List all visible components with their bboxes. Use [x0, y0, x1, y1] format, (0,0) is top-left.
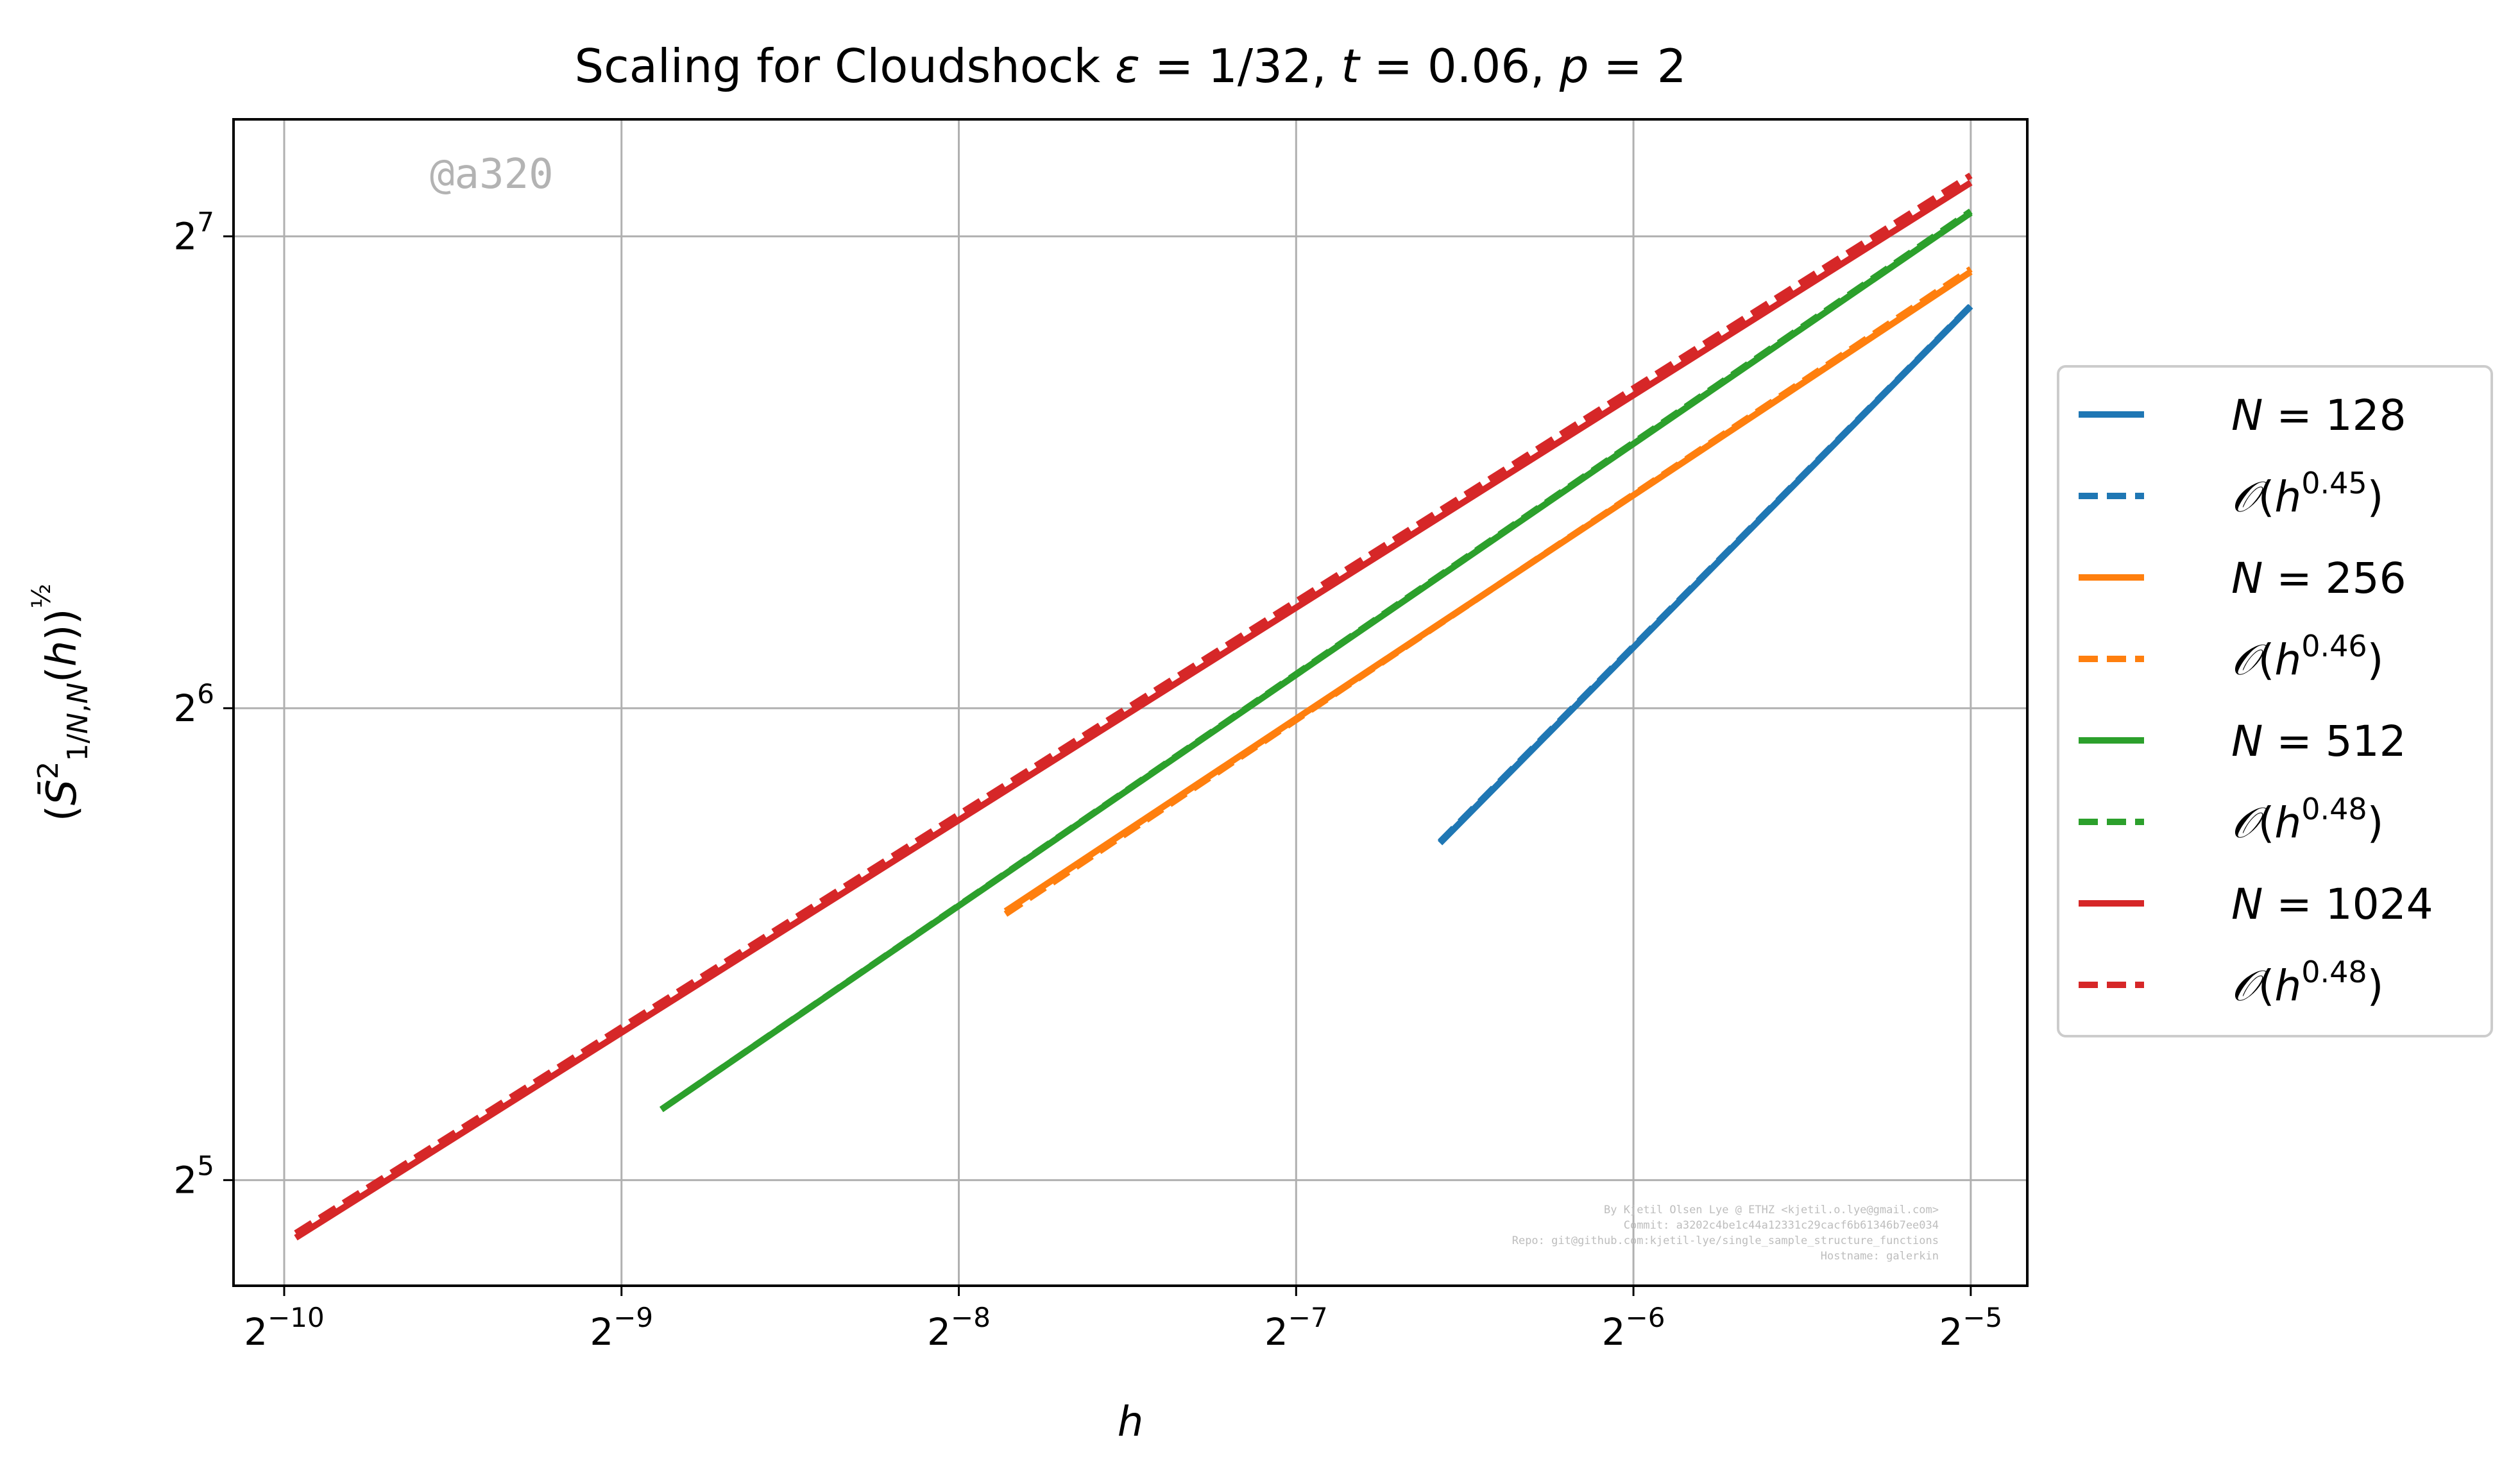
- ticks: 2−10 2−9 2−8 2−7 2−6 2−5 25 26 27: [173, 206, 2002, 1354]
- legend-label: 𝒪(h0.45): [2231, 466, 2383, 522]
- chart-title: Scaling for Cloudshock ε = 1/32, t = 0.0…: [574, 39, 1686, 93]
- x-tick-label: 2−5: [1939, 1302, 2002, 1354]
- credit-commit: Commit: a3202c4be1c44a12331c29cacf6b6134…: [1624, 1219, 1939, 1232]
- legend-label: N = 512: [2231, 717, 2406, 766]
- legend-label: N = 1024: [2231, 880, 2433, 929]
- x-tick-label: 2−10: [244, 1302, 325, 1354]
- series-line-n-6: [294, 180, 1973, 1241]
- legend-box: [2057, 365, 2493, 1037]
- series-line-fit-7: [294, 173, 1973, 1236]
- credits: By Kjetil Olsen Lye @ ETHZ <kjetil.o.lye…: [1512, 1204, 1939, 1263]
- plot-area: 2−10 2−9 2−8 2−7 2−6 2−5 25 26 27: [173, 118, 2029, 1354]
- legend-label: 𝒪(h0.48): [2231, 955, 2383, 1011]
- credit-hostname: Hostname: galerkin: [1821, 1250, 1939, 1263]
- y-tick-label: 26: [173, 678, 214, 730]
- x-tick-label: 2−7: [1264, 1302, 1328, 1354]
- x-axis-label: h: [1118, 1399, 1144, 1446]
- series-line-fit-3: [1003, 266, 1973, 917]
- y-tick-label: 25: [173, 1150, 214, 1202]
- credit-author: By Kjetil Olsen Lye @ ETHZ <kjetil.o.lye…: [1604, 1204, 1939, 1216]
- series-line-fit-1: [1438, 303, 1973, 844]
- y-tick-label: 27: [173, 206, 214, 258]
- watermark: @a320: [430, 151, 554, 198]
- x-tick-label: 2−8: [927, 1302, 991, 1354]
- grid: [234, 119, 2027, 1286]
- credit-repo: Repo: git@github.com:kjetil-lye/single_s…: [1512, 1234, 1939, 1247]
- legend-label: N = 128: [2231, 391, 2406, 440]
- legend-label: 𝒪(h0.46): [2231, 629, 2383, 685]
- legend-label: 𝒪(h0.48): [2231, 792, 2383, 848]
- series-layer: [294, 173, 1973, 1241]
- legend: N = 128 𝒪(h0.45) N = 256 𝒪(h0.46) N = 512 𝒪(h…: [2057, 365, 2493, 1037]
- x-tick-label: 2−6: [1602, 1302, 1665, 1354]
- plot-frame: [232, 118, 2029, 1287]
- legend-label: N = 256: [2231, 554, 2406, 603]
- x-tick-label: 2−9: [590, 1302, 653, 1354]
- series-line-fit-5: [660, 209, 1973, 1113]
